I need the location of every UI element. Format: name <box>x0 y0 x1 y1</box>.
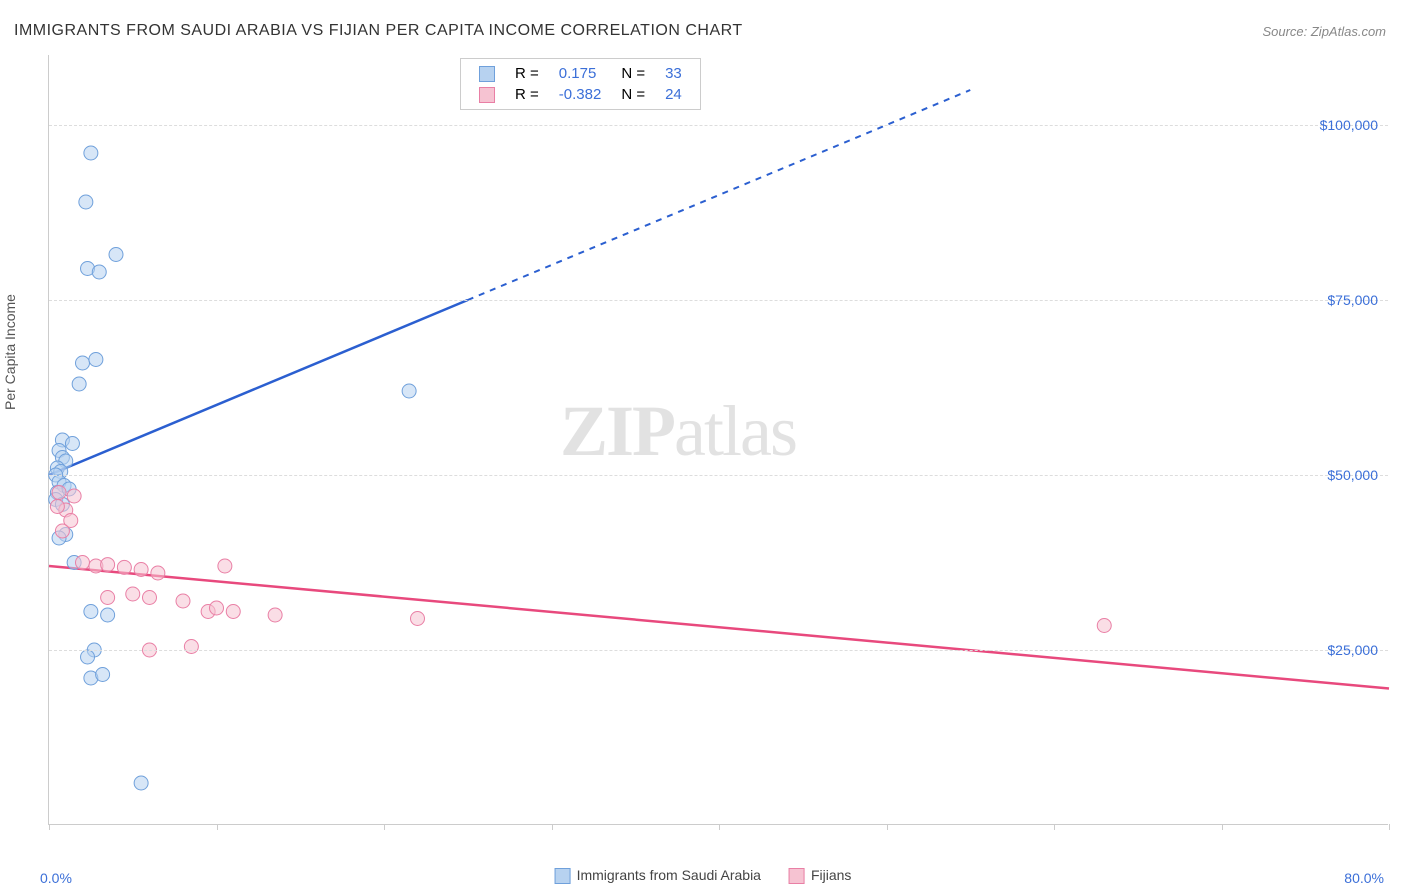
trend-line-dashed <box>468 90 971 300</box>
legend-swatch <box>479 66 495 82</box>
chart-title: IMMIGRANTS FROM SAUDI ARABIA VS FIJIAN P… <box>14 22 743 40</box>
legend-swatch <box>479 87 495 103</box>
data-point <box>79 195 93 209</box>
x-tick <box>719 824 720 830</box>
x-tick <box>552 824 553 830</box>
legend-swatch <box>555 868 571 884</box>
y-tick-label: $50,000 <box>1327 467 1378 483</box>
data-point <box>101 608 115 622</box>
gridline <box>49 650 1388 651</box>
data-point <box>134 776 148 790</box>
data-point <box>226 605 240 619</box>
legend-stats-table: R =0.175N =33R =-0.382N =24 <box>469 63 692 105</box>
y-axis-label: Per Capita Income <box>2 294 18 410</box>
data-point <box>210 601 224 615</box>
legend-n-value: 33 <box>655 63 692 84</box>
data-point <box>65 437 79 451</box>
legend-r-label: R = <box>505 63 549 84</box>
y-tick-label: $100,000 <box>1320 117 1378 133</box>
x-tick <box>1389 824 1390 830</box>
gridline <box>49 125 1388 126</box>
gridline <box>49 300 1388 301</box>
legend-swatch <box>789 868 805 884</box>
x-axis-max-label: 80.0% <box>1344 870 1384 886</box>
data-point <box>1097 619 1111 633</box>
legend-r-label: R = <box>505 84 549 105</box>
data-point <box>84 146 98 160</box>
legend-stats: R =0.175N =33R =-0.382N =24 <box>460 58 701 110</box>
x-tick <box>887 824 888 830</box>
data-point <box>50 500 64 514</box>
legend-item-label: Immigrants from Saudi Arabia <box>577 867 761 883</box>
x-tick <box>49 824 50 830</box>
legend-r-value: 0.175 <box>549 63 612 84</box>
data-point <box>76 556 90 570</box>
x-axis-min-label: 0.0% <box>40 870 72 886</box>
watermark-a: ZIP <box>560 391 674 471</box>
source-credit: Source: ZipAtlas.com <box>1262 24 1386 39</box>
data-point <box>55 524 69 538</box>
data-point <box>109 248 123 262</box>
data-point <box>84 605 98 619</box>
data-point <box>134 563 148 577</box>
data-point <box>89 353 103 367</box>
data-point <box>126 587 140 601</box>
watermark: ZIPatlas <box>560 390 796 473</box>
data-point <box>81 650 95 664</box>
data-point <box>52 486 66 500</box>
legend-r-value: -0.382 <box>549 84 612 105</box>
data-point <box>143 591 157 605</box>
data-point <box>411 612 425 626</box>
trend-line <box>49 566 1389 689</box>
legend-n-label: N = <box>611 84 655 105</box>
data-point <box>402 384 416 398</box>
data-point <box>67 489 81 503</box>
data-point <box>96 668 110 682</box>
gridline <box>49 475 1388 476</box>
data-point <box>268 608 282 622</box>
data-point <box>218 559 232 573</box>
watermark-b: atlas <box>674 391 796 471</box>
legend-item-label: Fijians <box>811 867 851 883</box>
legend-item: Fijians <box>789 867 851 883</box>
data-point <box>72 377 86 391</box>
data-point <box>101 591 115 605</box>
legend-item: Immigrants from Saudi Arabia <box>555 867 761 883</box>
x-tick <box>1054 824 1055 830</box>
y-tick-label: $25,000 <box>1327 642 1378 658</box>
y-tick-label: $75,000 <box>1327 292 1378 308</box>
x-tick <box>217 824 218 830</box>
data-point <box>117 560 131 574</box>
legend-n-value: 24 <box>655 84 692 105</box>
legend-series: Immigrants from Saudi Arabia Fijians <box>541 867 866 884</box>
data-point <box>92 265 106 279</box>
data-point <box>76 356 90 370</box>
legend-stats-row: R =0.175N =33 <box>469 63 692 84</box>
x-tick <box>384 824 385 830</box>
data-point <box>151 566 165 580</box>
data-point <box>101 558 115 572</box>
data-point <box>176 594 190 608</box>
legend-stats-row: R =-0.382N =24 <box>469 84 692 105</box>
data-point <box>184 640 198 654</box>
x-tick <box>1222 824 1223 830</box>
legend-n-label: N = <box>611 63 655 84</box>
